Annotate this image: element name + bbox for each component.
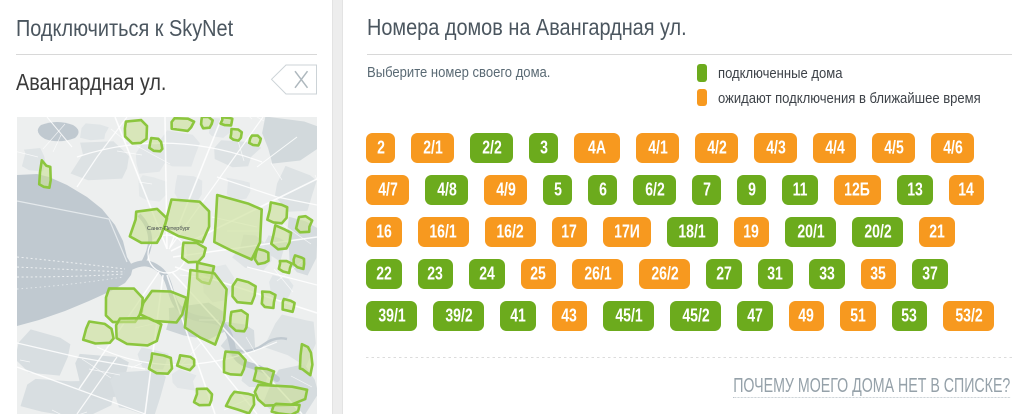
svg-text:Санкт-Петербург: Санкт-Петербург <box>147 226 190 232</box>
